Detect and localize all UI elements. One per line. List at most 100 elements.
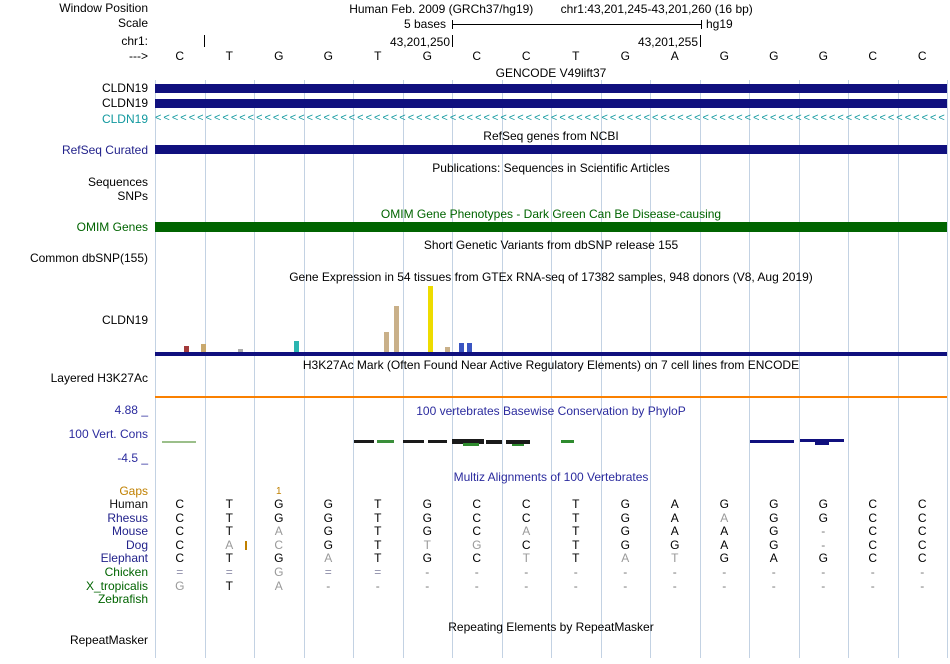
align-row-label-zebrafish[interactable]: Zebrafish bbox=[97, 592, 148, 606]
gtex-baseline[interactable] bbox=[155, 352, 947, 356]
align-row-label-xtropicalis[interactable]: X_tropicalis bbox=[85, 579, 148, 593]
align-row-label-dog[interactable]: Dog bbox=[125, 538, 148, 552]
gtex-track-title[interactable]: Gene Expression in 54 tissues from GTEx … bbox=[289, 270, 813, 284]
base-cell: A bbox=[670, 49, 679, 63]
gtex-expression-bar[interactable] bbox=[428, 286, 433, 352]
gtex-expression-bar[interactable] bbox=[294, 341, 299, 352]
repeatmasker-label[interactable]: RepeatMasker bbox=[69, 633, 148, 647]
base-cell: C bbox=[175, 497, 185, 511]
base-cell: T bbox=[572, 497, 580, 511]
base-cell bbox=[502, 593, 552, 606]
dbsnp-track-title[interactable]: Short Genetic Variants from dbSNP releas… bbox=[423, 238, 679, 252]
strand-direction-label: ---> bbox=[129, 49, 148, 63]
base-cell: C bbox=[868, 538, 878, 552]
gtex-expression-bar[interactable] bbox=[184, 346, 189, 352]
base-cell: G bbox=[719, 551, 729, 565]
omim-track-title[interactable]: OMIM Gene Phenotypes - Dark Green Can Be… bbox=[380, 207, 722, 221]
gencode-gene-label-2[interactable]: CLDN19 bbox=[101, 96, 148, 110]
align-row-label-elephant[interactable]: Elephant bbox=[100, 551, 148, 565]
layered-h3k27ac-label[interactable]: Layered H3K27Ac bbox=[50, 371, 148, 385]
gtex-expression-bar[interactable] bbox=[467, 343, 472, 352]
gtex-expression-bar[interactable] bbox=[394, 306, 399, 352]
gtex-expression-bar[interactable] bbox=[238, 349, 243, 352]
scale-bracket-line bbox=[453, 24, 701, 25]
snps-label[interactable]: SNPs bbox=[117, 189, 148, 203]
scale-label: Scale bbox=[117, 16, 148, 30]
multiz-track-title[interactable]: Multiz Alignments of 100 Vertebrates bbox=[453, 470, 649, 484]
base-cell: C bbox=[917, 49, 927, 63]
gencode-gene-label-3[interactable]: CLDN19 bbox=[101, 112, 148, 126]
base-cell: A bbox=[720, 524, 729, 538]
base-cell: A bbox=[621, 551, 630, 565]
base-cell: - bbox=[722, 579, 727, 593]
gencode-gene-bar-1[interactable] bbox=[155, 84, 947, 93]
base-cell: C bbox=[917, 538, 927, 552]
base-cell: A bbox=[670, 497, 679, 511]
base-cell: T bbox=[572, 49, 580, 63]
gencode-gene-bar-2[interactable] bbox=[155, 99, 947, 108]
align-row-chicken: = = G = = - - - - - - - - - - - bbox=[155, 566, 947, 579]
gencode-gene-label-1[interactable]: CLDN19 bbox=[101, 81, 148, 95]
align-row-label-chicken[interactable]: Chicken bbox=[104, 565, 148, 579]
coordinate-tick bbox=[204, 35, 205, 47]
base-cell: T bbox=[225, 579, 233, 593]
base-cell: G bbox=[670, 538, 680, 552]
gridline bbox=[304, 80, 305, 658]
base-cell: - bbox=[474, 565, 479, 579]
sequences-label[interactable]: Sequences bbox=[87, 175, 148, 189]
header-position-line: Human Feb. 2009 (GRCh37/hg19) chr1:43,20… bbox=[155, 2, 947, 16]
omim-gene-bar[interactable] bbox=[155, 222, 947, 232]
phylop-track-label[interactable]: 100 Vert. Cons bbox=[68, 427, 148, 441]
gridline bbox=[452, 80, 453, 658]
refseq-track-title[interactable]: RefSeq genes from NCBI bbox=[483, 129, 619, 143]
phylop-track-title[interactable]: 100 vertebrates Basewise Conservation by… bbox=[416, 404, 686, 418]
align-row-label-mouse[interactable]: Mouse bbox=[111, 524, 148, 538]
base-cell: = bbox=[176, 565, 184, 579]
base-cell: C bbox=[472, 511, 482, 525]
base-cell: G bbox=[422, 524, 432, 538]
base-cell: A bbox=[670, 511, 679, 525]
refseq-curated-label[interactable]: RefSeq Curated bbox=[61, 143, 148, 157]
base-cell: G bbox=[175, 579, 185, 593]
base-cell: G bbox=[769, 538, 779, 552]
gtex-gene-label[interactable]: CLDN19 bbox=[101, 313, 148, 327]
align-row-label-gaps[interactable]: Gaps bbox=[119, 484, 148, 498]
gtex-expression-bar[interactable] bbox=[201, 344, 206, 352]
base-cell: G bbox=[818, 551, 828, 565]
base-cell: C bbox=[917, 551, 927, 565]
base-cell bbox=[353, 593, 403, 606]
repeatmasker-track-title[interactable]: Repeating Elements by RepeatMasker bbox=[448, 620, 654, 634]
gtex-expression-bar[interactable] bbox=[384, 332, 389, 352]
base-cell: - bbox=[821, 538, 826, 552]
base-cell: - bbox=[821, 524, 826, 538]
gtex-expression-bar[interactable] bbox=[459, 343, 464, 352]
base-cell: T bbox=[374, 511, 382, 525]
align-row-label-human[interactable]: Human bbox=[109, 497, 148, 511]
align-row-label-rhesus[interactable]: Rhesus bbox=[107, 511, 148, 525]
conservation-marks bbox=[155, 432, 947, 458]
common-dbsnp-label[interactable]: Common dbSNP(155) bbox=[29, 251, 148, 265]
gtex-expression-bar[interactable] bbox=[445, 347, 450, 352]
gencode-track-title[interactable]: GENCODE V49lift37 bbox=[495, 66, 607, 80]
h3k27ac-track-title[interactable]: H3K27Ac Mark (Often Found Near Active Re… bbox=[302, 358, 800, 372]
conservation-mark bbox=[750, 440, 794, 443]
base-cell: - bbox=[870, 565, 875, 579]
base-cell: G bbox=[323, 497, 333, 511]
refseq-gene-bar[interactable] bbox=[155, 145, 947, 154]
base-cell: C bbox=[175, 538, 185, 552]
base-cell: A bbox=[274, 524, 283, 538]
publications-track-title[interactable]: Publications: Sequences in Scientific Ar… bbox=[432, 161, 670, 175]
base-cell: = bbox=[374, 565, 382, 579]
base-cell: T bbox=[374, 497, 382, 511]
gridline bbox=[403, 80, 404, 658]
base-cell: C bbox=[521, 538, 531, 552]
h3k27ac-signal-line[interactable] bbox=[155, 396, 947, 398]
omim-genes-label[interactable]: OMIM Genes bbox=[76, 220, 148, 234]
base-cell: A bbox=[670, 524, 679, 538]
transcript-direction-arrows[interactable]: <<<<<<<<<<<<<<<<<<<<<<<<<<<<<<<<<<<<<<<<… bbox=[155, 112, 947, 124]
base-cell: - bbox=[672, 579, 677, 593]
base-cell: G bbox=[620, 538, 630, 552]
base-cell: G bbox=[620, 49, 630, 63]
base-cell bbox=[304, 593, 354, 606]
